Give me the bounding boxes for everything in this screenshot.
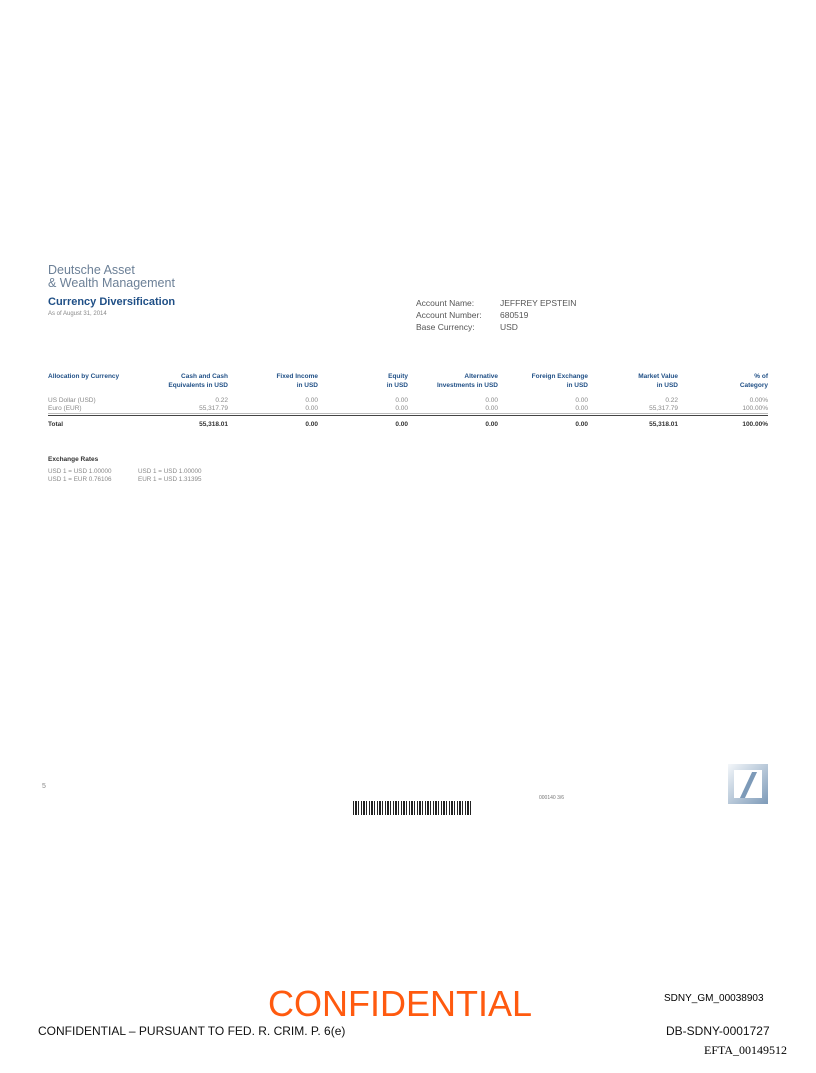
table-cell: 0.00: [485, 405, 498, 412]
table-cell: 0.00%: [749, 397, 768, 404]
column-header: Foreign Exchange in USD: [448, 372, 588, 390]
account-number: 680519: [500, 310, 529, 320]
bates-number-1: SDNY_GM_00038903: [664, 993, 764, 1004]
total-cell: 0.00: [305, 421, 318, 428]
deutsche-bank-logo: [728, 764, 768, 804]
brand-logo-text: Deutsche Asset & Wealth Management: [48, 264, 175, 290]
total-cell: 55,318.01: [199, 421, 228, 428]
total-cell: 0.00: [575, 421, 588, 428]
total-cell: 0.00: [485, 421, 498, 428]
table-cell: 100.00%: [742, 405, 768, 412]
column-header-line: in USD: [296, 382, 318, 389]
column-header-line: in USD: [386, 382, 408, 389]
column-header-line: Fixed Income: [276, 373, 318, 380]
table-cell: 0.00: [575, 405, 588, 412]
confidential-stamp: CONFIDENTIAL: [268, 983, 533, 1024]
column-header: Cash and Cash Equivalents in USD: [88, 372, 228, 390]
rate: EUR 1 = USD 1.31395: [138, 476, 202, 483]
column-header-line: Market Value: [638, 373, 678, 380]
table-cell: Euro (EUR): [48, 405, 82, 412]
column-header-line: Foreign Exchange: [531, 373, 588, 380]
table-cell: 0.00: [305, 405, 318, 412]
column-header-line: Category: [739, 382, 768, 389]
column-header-line: in USD: [656, 382, 678, 389]
brand-line-2: & Wealth Management: [48, 276, 175, 290]
page-title: Currency Diversification: [48, 296, 176, 308]
rate: USD 1 = EUR 0.76106: [48, 476, 112, 483]
table-cell: 55,317.79: [649, 405, 678, 412]
rate: USD 1 = USD 1.00000: [48, 468, 112, 475]
exchange-rates-title: Exchange Rates: [48, 456, 99, 463]
legal-notice: CONFIDENTIAL – PURSUANT TO FED. R. CRIM.…: [38, 1024, 346, 1038]
table-cell: 0.22: [215, 397, 228, 404]
account-name: JEFFREY EPSTEIN: [500, 298, 577, 308]
exchange-rates-col-1: USD 1 = USD 1.00000 USD 1 = EUR 0.76106: [48, 468, 112, 484]
table-cell: 55,317.79: [199, 405, 228, 412]
table-cell: 0.00: [575, 397, 588, 404]
column-header: Fixed Income in USD: [178, 372, 318, 390]
column-header-line: Equivalents in USD: [168, 382, 228, 389]
as-of-date: As of August 31, 2014: [48, 311, 107, 317]
barcode: [353, 801, 473, 815]
table-cell: US Dollar (USD): [48, 397, 96, 404]
column-header-line: Equity: [388, 373, 408, 380]
column-header: % of Category: [628, 372, 768, 390]
column-header: Alternative Investments in USD: [358, 372, 498, 390]
account-name-label: Account Name:: [416, 298, 475, 308]
table-cell: 0.00: [395, 397, 408, 404]
column-header-line: Cash and Cash: [181, 373, 228, 380]
document-code: 000140 3/6: [539, 795, 565, 801]
column-header: Allocation by Currency: [48, 372, 119, 381]
total-cell: 100.00%: [742, 421, 768, 428]
table-divider: [48, 415, 768, 416]
table-cell: 0.00: [485, 397, 498, 404]
table-cell: 0.00: [395, 405, 408, 412]
column-header: Market Value in USD: [538, 372, 678, 390]
column-header: Equity in USD: [268, 372, 408, 390]
table-cell: 0.22: [665, 397, 678, 404]
bates-number-2: DB-SDNY-0001727: [666, 1024, 770, 1038]
page-number: 5: [42, 783, 46, 790]
total-cell: 0.00: [395, 421, 408, 428]
account-info: Account Name: JEFFREY EPSTEIN Account Num…: [416, 297, 576, 333]
row-underline: [48, 413, 768, 414]
base-currency: USD: [500, 322, 518, 332]
column-header-line: Investments in USD: [436, 382, 498, 389]
base-currency-label: Base Currency:: [416, 322, 475, 332]
column-header-line: % of: [754, 373, 768, 380]
brand-line-1: Deutsche Asset: [48, 263, 135, 277]
total-cell: 55,318.01: [649, 421, 678, 428]
column-header-line: Alternative: [464, 373, 498, 380]
rate: USD 1 = USD 1.00000: [138, 468, 202, 475]
exchange-rates-col-2: USD 1 = USD 1.00000 EUR 1 = USD 1.31395: [138, 468, 202, 484]
column-header-line: in USD: [566, 382, 588, 389]
table-cell: 0.00: [305, 397, 318, 404]
bates-number-3: EFTA_00149512: [704, 1043, 788, 1057]
account-number-label: Account Number:: [416, 310, 482, 320]
column-header-line: Allocation by Currency: [48, 373, 120, 380]
total-cell: Total: [48, 421, 64, 428]
